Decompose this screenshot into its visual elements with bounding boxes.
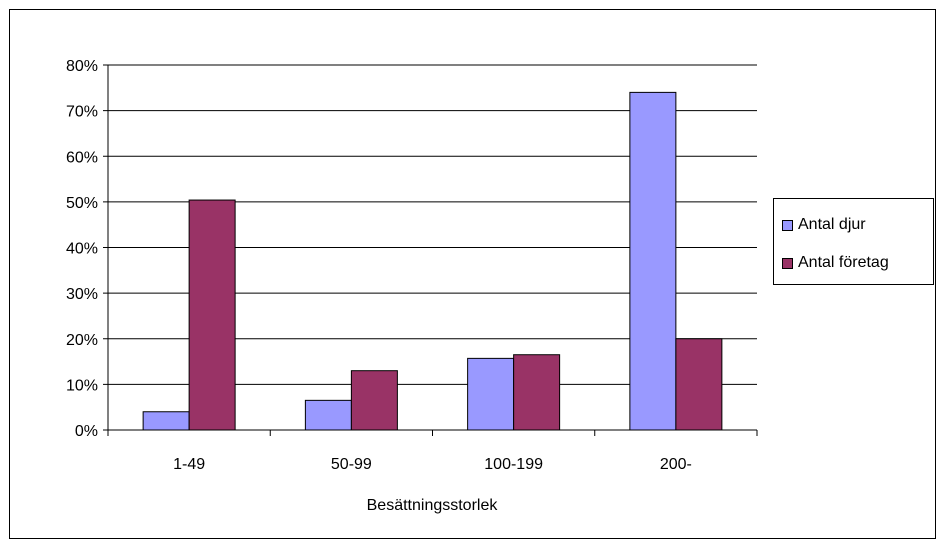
y-tick-label: 60% bbox=[66, 149, 98, 166]
axes: 0% 10% 20% 30% 40% 50% 60% 70% 80% 1-49 50-99 100-1… bbox=[66, 58, 758, 473]
legend-item-antal-djur: Antal djur bbox=[782, 215, 866, 235]
x-axis-title: Besättningsstorlek bbox=[367, 497, 499, 514]
legend-label-antal-djur: Antal djur bbox=[798, 216, 866, 233]
y-tick-label: 80% bbox=[66, 58, 98, 75]
bar-antal-f-retag-2 bbox=[513, 354, 561, 431]
y-tick-label: 20% bbox=[66, 332, 98, 349]
legend-label-antal-foretag: Antal företag bbox=[798, 254, 889, 271]
bar-antal-djur-0 bbox=[142, 411, 190, 431]
x-tick-label: 1-49 bbox=[173, 456, 205, 473]
bar-antal-f-retag-0 bbox=[188, 199, 236, 431]
x-tick-label: 100-199 bbox=[484, 456, 543, 473]
legend: Antal djur Antal företag bbox=[773, 198, 934, 285]
bar-antal-djur-1 bbox=[304, 399, 352, 431]
bars bbox=[142, 91, 723, 431]
y-tick-label: 0% bbox=[75, 423, 98, 440]
bar-antal-djur-3 bbox=[629, 91, 677, 431]
legend-swatch-antal-djur bbox=[782, 219, 793, 231]
legend-item-antal-foretag: Antal företag bbox=[782, 253, 889, 273]
y-tick-label: 40% bbox=[66, 241, 98, 258]
y-tick-label: 30% bbox=[66, 286, 98, 303]
bar-antal-f-retag-3 bbox=[675, 338, 723, 431]
legend-swatch-antal-foretag bbox=[782, 257, 793, 269]
x-tick-label: 50-99 bbox=[331, 456, 372, 473]
y-tick-label: 70% bbox=[66, 104, 98, 121]
bar-antal-f-retag-1 bbox=[350, 370, 398, 431]
x-tick-label: 200- bbox=[660, 456, 692, 473]
y-tick-label: 50% bbox=[66, 195, 98, 212]
y-tick-label: 10% bbox=[66, 377, 98, 394]
bar-antal-djur-2 bbox=[467, 357, 515, 431]
